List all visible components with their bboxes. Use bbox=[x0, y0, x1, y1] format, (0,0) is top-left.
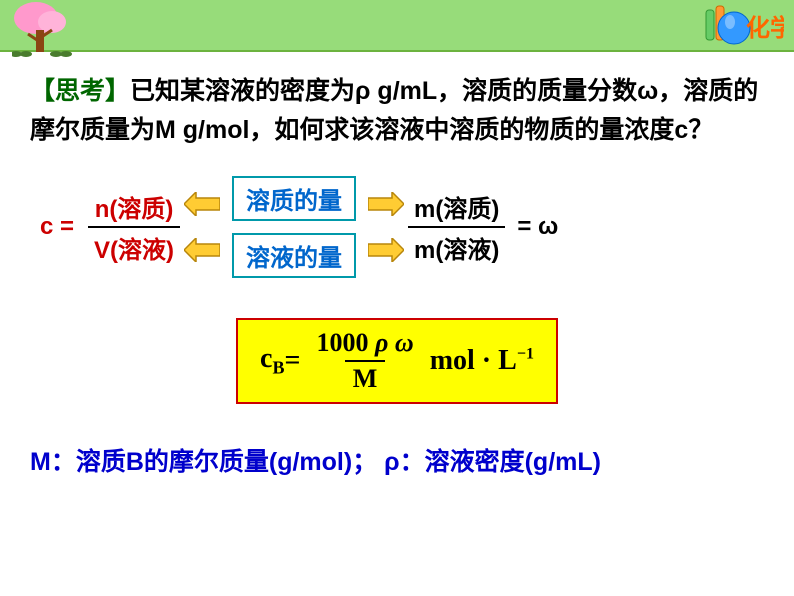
slide-content: 【思考】已知某溶液的密度为ρ g/mL，溶质的质量分数ω，溶质的摩尔质量为M g… bbox=[0, 52, 794, 498]
right-arrow-column bbox=[368, 192, 404, 262]
fraction-m-over-m: m(溶质) m(溶液) bbox=[408, 187, 505, 267]
frac1-denominator: V(溶液) bbox=[88, 226, 180, 267]
arrow-right-icon bbox=[368, 238, 404, 262]
solute-amount-box: 溶质的量 bbox=[232, 176, 356, 221]
equals-sign: = bbox=[285, 345, 301, 377]
main-fraction: 1000 ρ ω M bbox=[308, 328, 421, 394]
main-denominator: M bbox=[345, 360, 386, 394]
tree-icon bbox=[12, 0, 74, 58]
think-label: 【思考】 bbox=[30, 77, 130, 105]
main-numerator: 1000 ρ ω bbox=[308, 328, 421, 360]
equals-omega: = ω bbox=[517, 213, 558, 241]
header-underline bbox=[0, 50, 794, 52]
frac2-numerator: m(溶质) bbox=[408, 187, 505, 226]
cb-symbol: cB bbox=[260, 343, 284, 379]
arrow-right-icon bbox=[368, 192, 404, 216]
c-equals: c = bbox=[40, 213, 74, 241]
frac1-numerator: n(溶质) bbox=[89, 187, 180, 226]
arrow-left-icon bbox=[184, 238, 220, 262]
frac2-denominator: m(溶液) bbox=[408, 226, 505, 267]
solution-amount-box: 溶液的量 bbox=[232, 233, 356, 278]
definition-note: M：溶质B的摩尔质量(g/mol)； ρ：溶液密度(g/mL) bbox=[30, 442, 764, 478]
concept-formula-row: c = n(溶质) V(溶液) 溶质的量 溶液的量 m(溶质) m(溶液) = … bbox=[30, 176, 764, 278]
question-block: 【思考】已知某溶液的密度为ρ g/mL，溶质的质量分数ω，溶质的摩尔质量为M g… bbox=[30, 72, 764, 150]
unit-mol-l: mol · L−1 bbox=[430, 345, 534, 377]
header-band bbox=[0, 0, 794, 52]
question-text: 已知某溶液的密度为ρ g/mL，溶质的质量分数ω，溶质的摩尔质量为M g/mol… bbox=[30, 77, 758, 144]
left-arrow-column bbox=[184, 192, 220, 262]
arrow-left-icon bbox=[184, 192, 220, 216]
fraction-n-over-v: n(溶质) V(溶液) bbox=[88, 187, 180, 267]
chemistry-icon: 化学 bbox=[704, 2, 784, 50]
highlighted-formula-box: cB = 1000 ρ ω M mol · L−1 bbox=[236, 318, 558, 404]
main-formula: cB = 1000 ρ ω M mol · L−1 bbox=[30, 318, 764, 404]
concept-boxes: 溶质的量 溶液的量 bbox=[232, 176, 356, 278]
chem-label: 化学 bbox=[746, 14, 784, 42]
